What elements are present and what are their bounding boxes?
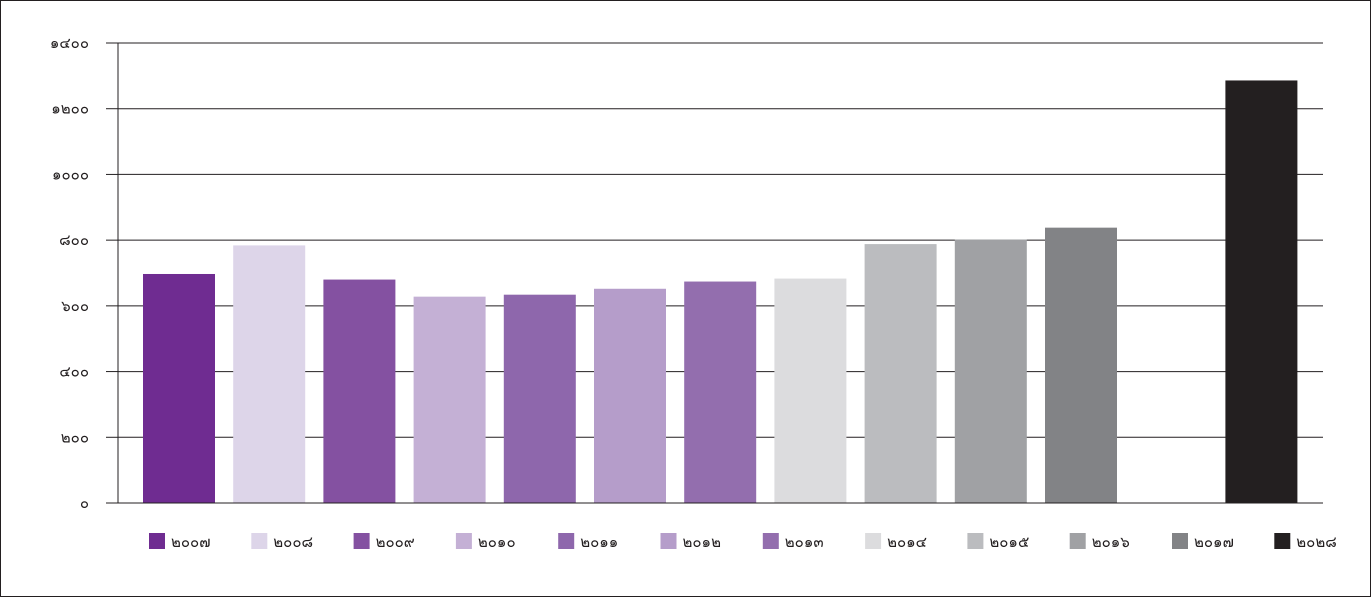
legend-label: ๒๐๑๖ — [1092, 533, 1130, 551]
legend-label: ๒๐๑๕ — [989, 533, 1029, 551]
legend-label: ๒๐๑๒ — [683, 533, 721, 551]
y-tick-label: ๒๐๐ — [61, 428, 89, 446]
bar-10 — [954, 239, 1027, 503]
legend-label: ๒๐๒๘ — [1296, 533, 1337, 551]
legend-swatch — [251, 533, 268, 549]
bar-2 — [233, 245, 306, 503]
legend-label: ๒๐๑๓ — [785, 533, 824, 551]
bar-4 — [413, 296, 486, 503]
bar-1 — [143, 273, 215, 503]
legend-label: ๒๐๐๘ — [273, 533, 313, 551]
legend-label: ๒๐๑๗ — [1194, 533, 1234, 551]
legend: ๒๐๐๗ ๒๐๐๘ ๒๐๐๙ ๒๐๑๐ ๒๐๑๑ ๒๐๑๒ ๒๐๑๓ ๒๐๑๔ ๒๐๑๕ ๒๐๑๖… — [149, 533, 1337, 551]
bar-11 — [1045, 227, 1117, 503]
legend-label: ๒๐๐๙ — [376, 533, 415, 551]
legend-swatch — [660, 533, 677, 549]
legend-label: ๒๐๐๗ — [171, 533, 210, 551]
legend-label: ๒๐๑๑ — [580, 533, 618, 551]
legend-label: ๒๐๑๐ — [478, 533, 516, 551]
y-tick-label: ๑๐๐๐ — [52, 165, 89, 183]
legend-swatch — [1069, 533, 1086, 549]
legend-swatch — [1274, 533, 1291, 549]
legend-swatch — [865, 533, 882, 549]
legend-swatch — [558, 533, 575, 549]
bar-12 — [1225, 80, 1298, 503]
bar-3 — [323, 279, 396, 503]
y-tick-label: ๖๐๐ — [61, 297, 89, 315]
y-tick-label: ๔๐๐ — [59, 363, 89, 381]
y-tick-label: ๑๒๐๐ — [51, 100, 89, 118]
bars — [143, 80, 1298, 504]
legend-swatch — [353, 533, 370, 549]
y-tick-label: ๘๐๐ — [59, 231, 89, 249]
bar-7 — [684, 281, 757, 503]
bar-5 — [503, 294, 576, 503]
legend-swatch — [967, 533, 984, 549]
legend-swatch — [149, 533, 165, 549]
y-axis-ticks: ๐ ๒๐๐ ๔๐๐ ๖๐๐ ๘๐๐ ๑๐๐๐ ๑๒๐๐ ๑๔๐๐ — [50, 34, 118, 512]
y-tick-label: ๑๔๐๐ — [50, 34, 89, 52]
bar-6 — [594, 288, 666, 503]
legend-swatch — [455, 533, 472, 549]
axes — [117, 43, 1323, 504]
bar-9 — [864, 244, 937, 504]
legend-label: ๒๐๑๔ — [887, 533, 927, 551]
y-tick-label: ๐ — [80, 494, 89, 512]
legend-swatch — [762, 533, 779, 549]
legend-swatch — [1172, 533, 1188, 549]
bar-8 — [774, 278, 847, 503]
